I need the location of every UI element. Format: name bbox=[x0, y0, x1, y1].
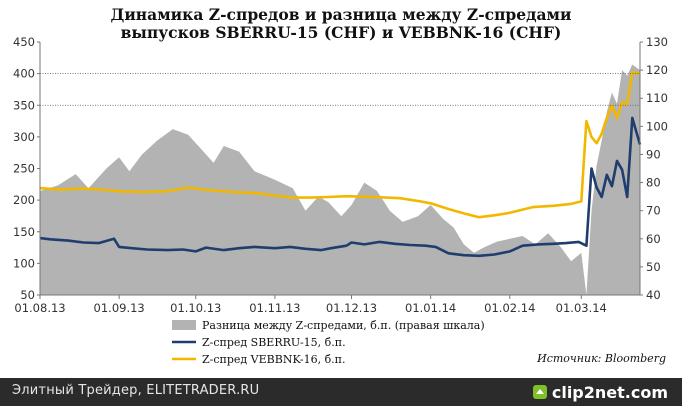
y-right-tick-label: 90 bbox=[646, 147, 661, 161]
legend-item: Разница между Z-спредами, б.п. (правая ш… bbox=[172, 319, 485, 332]
y-left-tick-label: 400 bbox=[13, 67, 35, 81]
series-line-vebbnk16 bbox=[39, 71, 641, 219]
y-left-tick-label: 100 bbox=[13, 256, 35, 270]
legend-label: Разница между Z-спредами, б.п. (правая ш… bbox=[202, 319, 485, 332]
y-left-tick-label: 300 bbox=[13, 130, 35, 144]
chart-title-line-1: Динамика Z-спредов и разница между Z-спр… bbox=[110, 5, 572, 24]
y-right-tick-label: 80 bbox=[646, 176, 661, 190]
source-note: Источник: Bloomberg bbox=[537, 352, 666, 365]
x-tick-label: 01.12.13 bbox=[326, 301, 377, 315]
footer-site-name[interactable]: Элитный Трейдер, ELITETRADER.RU bbox=[12, 383, 260, 398]
y-left-tick-label: 450 bbox=[13, 35, 35, 49]
clip2net-logo[interactable]: clip2net.com bbox=[532, 381, 668, 403]
y-right-tick-label: 60 bbox=[646, 232, 661, 246]
series-line-sberru15 bbox=[39, 116, 642, 258]
chart-title: Динамика Z-спредов и разница между Z-спр… bbox=[0, 6, 682, 42]
x-tick-label: 01.11.13 bbox=[249, 301, 300, 315]
y-left-tick-label: 200 bbox=[13, 193, 35, 207]
chart: 50 100 150 200 250 300 350 400 450 40 50 60 70 80 90 10… bbox=[13, 35, 668, 366]
y-right-tick-label: 40 bbox=[646, 288, 661, 302]
series-area-difference bbox=[40, 64, 640, 295]
clip2net-logo-icon bbox=[532, 385, 547, 399]
y-left-tick-label: 250 bbox=[13, 162, 35, 176]
x-tick-label: 01.01.14 bbox=[405, 301, 456, 315]
y-left-tick-label: 150 bbox=[13, 225, 35, 239]
legend-label: Z-спред SBERRU-15, б.п. bbox=[202, 336, 346, 349]
chart-title-line-2: выпусков SBERRU-15 (CHF) и VEBBNK-16 (CH… bbox=[120, 23, 562, 42]
y-right-tick-label: 70 bbox=[646, 204, 661, 218]
y-left-tick-label: 350 bbox=[13, 98, 35, 112]
x-tick-label: 01.02.14 bbox=[484, 301, 535, 315]
x-tick-label: 01.09.13 bbox=[94, 301, 145, 315]
y-right-tick-label: 110 bbox=[646, 91, 668, 105]
y-right-tick-label: 100 bbox=[646, 119, 668, 133]
legend-swatch-area bbox=[172, 320, 196, 330]
clip2net-logo-text: clip2net.com bbox=[551, 382, 668, 402]
x-tick-label: 01.08.13 bbox=[14, 301, 65, 315]
legend-item: Z-спред SBERRU-15, б.п. bbox=[172, 336, 346, 349]
y-right-tick-label: 50 bbox=[646, 260, 661, 274]
legend-label: Z-спред VEBBNK-16, б.п. bbox=[202, 353, 346, 366]
x-tick-label: 01.03.14 bbox=[556, 301, 607, 315]
x-tick-label: 01.10.13 bbox=[170, 301, 221, 315]
legend-item: Z-спред VEBBNK-16, б.п. bbox=[172, 353, 346, 366]
y-right-tick-label: 120 bbox=[646, 63, 668, 77]
footer-bar: Элитный Трейдер, ELITETRADER.RU clip2net… bbox=[0, 378, 682, 406]
y-left-tick-label: 50 bbox=[20, 288, 35, 302]
y-right-tick-label: 130 bbox=[646, 35, 668, 49]
